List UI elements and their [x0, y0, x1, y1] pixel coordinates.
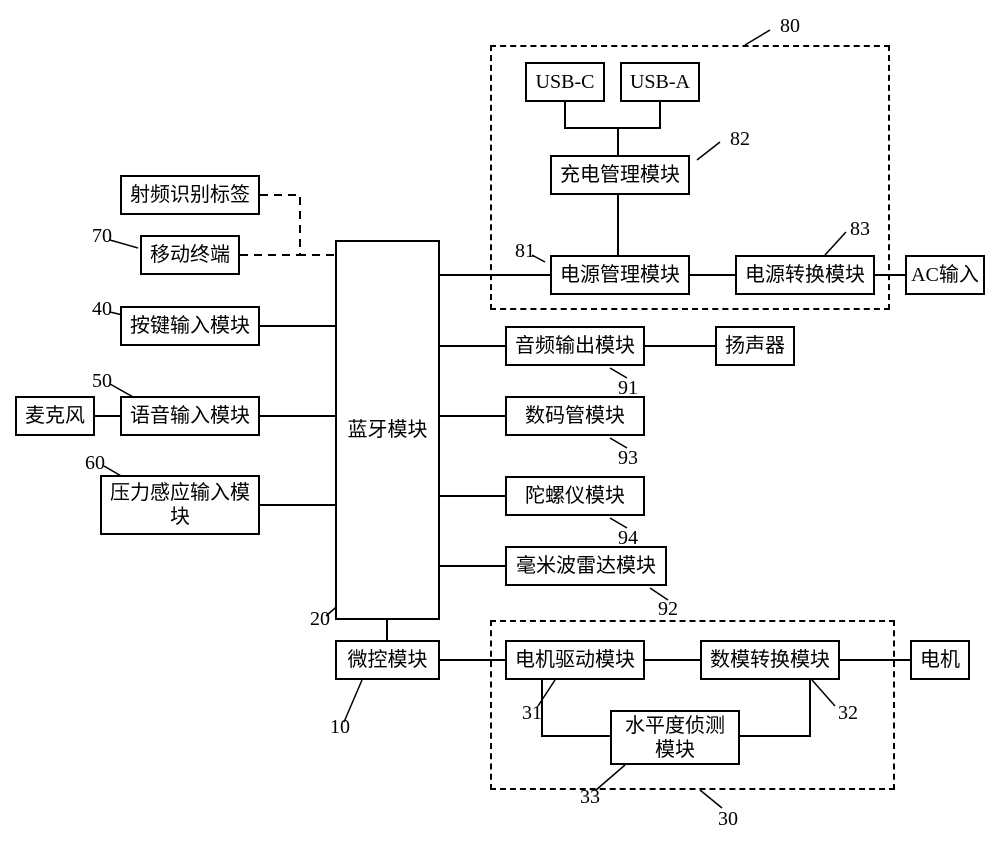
box-dac: 数模转换模块 — [700, 640, 840, 680]
box-level: 水平度侦测模块 — [610, 710, 740, 765]
ref-40: 40 — [92, 298, 112, 321]
ref-10: 10 — [330, 716, 350, 739]
box-rfid: 射频识别标签 — [120, 175, 260, 215]
ref-20: 20 — [310, 608, 330, 631]
ref-94: 94 — [618, 527, 638, 550]
ref-50: 50 — [92, 370, 112, 393]
box-nixie: 数码管模块 — [505, 396, 645, 436]
ref-80: 80 — [780, 15, 800, 38]
box-mcu: 微控模块 — [335, 640, 440, 680]
ref-33: 33 — [580, 786, 600, 809]
box-gyro: 陀螺仪模块 — [505, 476, 645, 516]
box-audio-out: 音频输出模块 — [505, 326, 645, 366]
box-ac-in: AC输入 — [905, 255, 985, 295]
box-mic: 麦克风 — [15, 396, 95, 436]
box-pressure: 压力感应输入模块 — [100, 475, 260, 535]
ref-32: 32 — [838, 702, 858, 725]
box-charge: 充电管理模块 — [550, 155, 690, 195]
ref-92: 92 — [658, 598, 678, 621]
ref-83: 83 — [850, 218, 870, 241]
box-bluetooth: 蓝牙模块 — [335, 240, 440, 620]
box-usb-a: USB-A — [620, 62, 700, 102]
ref-30: 30 — [718, 808, 738, 831]
ref-60: 60 — [85, 452, 105, 475]
box-mobile: 移动终端 — [140, 235, 240, 275]
ref-93: 93 — [618, 447, 638, 470]
box-motor-drv: 电机驱动模块 — [505, 640, 645, 680]
block-diagram: 射频识别标签 移动终端 按键输入模块 麦克风 语音输入模块 压力感应输入模块 蓝… — [0, 0, 1000, 844]
box-pwr-conv: 电源转换模块 — [735, 255, 875, 295]
ref-91: 91 — [618, 377, 638, 400]
box-pwr-mgmt: 电源管理模块 — [550, 255, 690, 295]
box-usb-c: USB-C — [525, 62, 605, 102]
ref-31: 31 — [522, 702, 542, 725]
box-mmwave: 毫米波雷达模块 — [505, 546, 667, 586]
box-key-in: 按键输入模块 — [120, 306, 260, 346]
box-motor: 电机 — [910, 640, 970, 680]
box-voice-in: 语音输入模块 — [120, 396, 260, 436]
ref-82: 82 — [730, 128, 750, 151]
box-speaker: 扬声器 — [715, 326, 795, 366]
ref-70: 70 — [92, 225, 112, 248]
ref-81: 81 — [515, 240, 535, 263]
